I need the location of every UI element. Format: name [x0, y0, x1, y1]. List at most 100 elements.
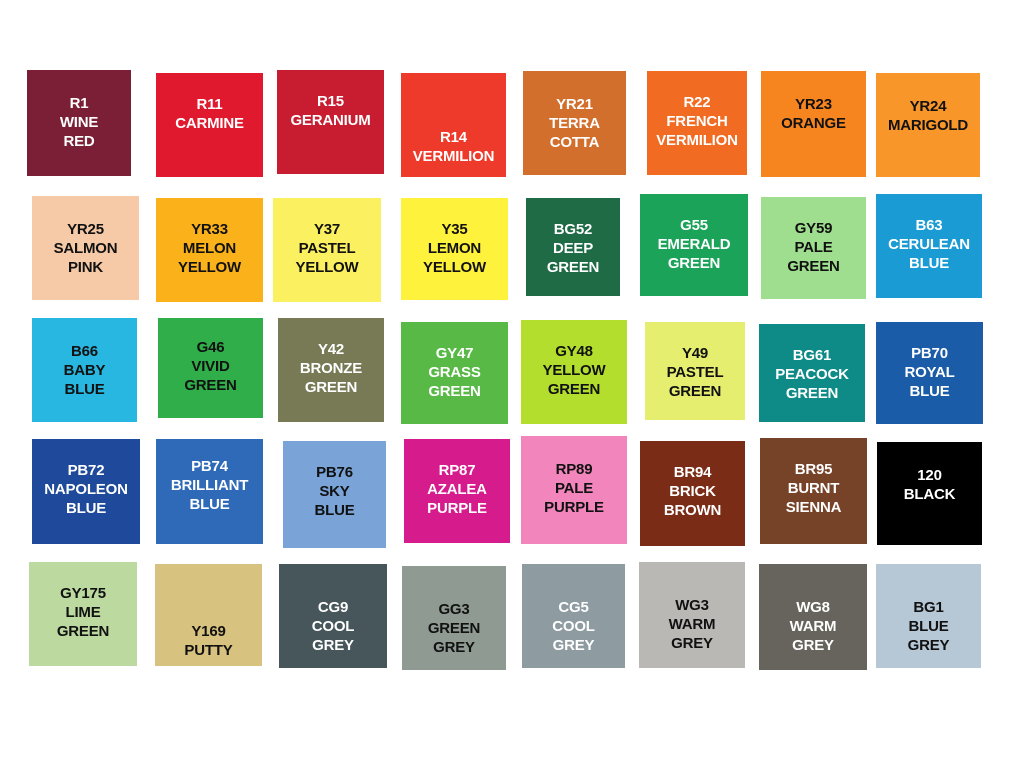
swatch-name-line: NAPOLEON	[44, 481, 128, 498]
color-swatch: GY47 GRASS GREEN	[401, 322, 508, 424]
swatch-code: YR24	[909, 98, 947, 115]
swatch-name-line: GREEN	[304, 379, 358, 396]
color-swatch: GY59 PALE GREEN	[761, 197, 866, 299]
color-swatch: Y49 PASTEL GREEN	[645, 322, 745, 420]
swatch-name-line: BLUE	[908, 618, 949, 635]
swatch-code: CG9	[317, 599, 349, 616]
swatch-name-line: BRILLIANT	[170, 477, 249, 494]
swatch-code: 120	[917, 467, 942, 484]
color-swatch: PB74 BRILLIANT BLUE	[156, 439, 263, 544]
swatch-name-line: MARIGOLD	[887, 117, 969, 134]
color-swatch: BG61 PEACOCK GREEN	[759, 324, 865, 422]
color-swatch: YR25 SALMON PINK	[32, 196, 139, 300]
swatch-name-line: WARM	[668, 616, 716, 633]
swatch-code: WG3	[675, 597, 709, 614]
swatch-name-line: WINE	[59, 114, 99, 131]
swatch-name-line: GREEN	[785, 385, 839, 402]
color-swatch: RP87 AZALEA PURPLE	[404, 439, 510, 543]
swatch-name-line: BLUE	[65, 500, 107, 517]
swatch-name-line: YELLOW	[295, 259, 359, 276]
swatch-code: GY175	[60, 585, 106, 602]
swatch-code: YR25	[67, 221, 104, 238]
swatch-name-line: COOL	[311, 618, 355, 635]
swatch-name-line: BROWN	[663, 502, 722, 519]
color-swatch: PB72 NAPOLEON BLUE	[32, 439, 140, 544]
swatch-name-line: GREEN	[667, 255, 721, 272]
color-swatch: CG9 COOL GREY	[279, 564, 387, 668]
swatch-name-line: GREEN	[546, 259, 600, 276]
color-swatch: R11 CARMINE	[156, 73, 263, 177]
color-swatch: Y35 LEMON YELLOW	[401, 198, 508, 300]
color-swatch: CG5 COOL GREY	[522, 564, 625, 668]
color-swatch: Y37 PASTEL YELLOW	[273, 198, 381, 302]
color-swatch: YR21 TERRA COTTA	[523, 71, 626, 175]
swatch-name-line: BLUE	[189, 496, 230, 513]
swatch-code: PB70	[911, 345, 948, 362]
swatch-name-line: BRONZE	[299, 360, 363, 377]
color-swatch: R14 VERMILION	[401, 73, 506, 177]
swatch-name-line: PEACOCK	[775, 366, 849, 383]
swatch-name-line: TERRA	[549, 115, 600, 132]
swatch-name-line: ROYAL	[904, 364, 955, 381]
swatch-name-line: ORANGE	[781, 115, 846, 132]
color-swatch: G55 EMERALD GREEN	[640, 194, 748, 296]
swatch-name-line: GREEN	[547, 381, 601, 398]
color-swatch: BG52 DEEP GREEN	[526, 198, 620, 296]
swatch-name-line: GREY	[907, 637, 950, 654]
swatch-name-line: PURPLE	[427, 500, 487, 517]
swatch-code: BG52	[553, 221, 593, 238]
swatch-code: R15	[317, 93, 344, 110]
swatch-name-line: GREY	[552, 637, 595, 654]
swatch-name-line: GREY	[671, 635, 713, 652]
swatch-name-line: PASTEL	[666, 364, 724, 381]
color-swatch: Y42 BRONZE GREEN	[278, 318, 384, 422]
swatch-code: GY59	[794, 220, 833, 237]
swatch-code: GG3	[438, 601, 470, 618]
swatch-code: R1	[69, 95, 89, 112]
swatch-code: PB72	[67, 462, 105, 479]
swatch-name-line: GREEN	[428, 383, 481, 400]
swatch-code: R22	[683, 94, 711, 111]
swatch-name-line: GREEN	[56, 623, 110, 640]
swatch-name-line: YELLOW	[178, 259, 241, 276]
swatch-code: Y42	[317, 341, 345, 358]
swatch-name-line: LEMON	[427, 240, 482, 257]
color-swatch: B66 BABY BLUE	[32, 318, 137, 422]
swatch-name-line: BURNT	[787, 480, 840, 497]
color-swatch: Y169 PUTTY	[155, 564, 262, 666]
color-swatch: R1 WINE RED	[27, 70, 131, 176]
color-swatch: R22 FRENCH VERMILION	[647, 71, 747, 175]
swatch-name-line: VIVID	[191, 358, 230, 375]
swatch-name-line: GREEN	[427, 620, 481, 637]
swatch-name-line: GREEN	[668, 383, 722, 400]
swatch-code: R14	[440, 129, 467, 146]
swatch-code: G55	[680, 217, 708, 234]
swatch-name-line: YELLOW	[423, 259, 486, 276]
swatch-name-line: VERMILION	[412, 148, 495, 165]
swatch-name-line: SIENNA	[785, 499, 842, 516]
swatch-name-line: BRICK	[669, 483, 716, 500]
color-swatch: GY175 LIME GREEN	[29, 562, 137, 666]
color-swatch: GY48 YELLOW GREEN	[521, 320, 627, 424]
swatch-code: PB76	[316, 464, 353, 481]
swatch-name-line: CARMINE	[175, 115, 244, 132]
swatch-code: B66	[71, 343, 98, 360]
swatch-name-line: GREEN	[787, 258, 840, 275]
color-swatch: B63 CERULEAN BLUE	[876, 194, 982, 298]
color-swatch: WG3 WARM GREY	[639, 562, 745, 668]
color-swatch: G46 VIVID GREEN	[158, 318, 263, 418]
swatch-name-line: BLUE	[909, 383, 950, 400]
swatch-name-line: BLACK	[903, 486, 956, 503]
color-swatch: BG1 BLUE GREY	[876, 564, 981, 668]
swatch-name-line: VERMILION	[656, 132, 738, 149]
swatch-name-line: PALE	[554, 480, 594, 497]
swatch-name-line: DEEP	[552, 240, 594, 257]
swatch-code: Y169	[191, 623, 226, 640]
swatch-name-line: COOL	[552, 618, 595, 635]
color-swatch: YR33 MELON YELLOW	[156, 198, 263, 302]
swatch-name-line: GRASS	[428, 364, 481, 381]
swatch-name-line: LIME	[65, 604, 101, 621]
swatch-code: G46	[196, 339, 225, 356]
swatch-name-line: MELON	[182, 240, 237, 257]
swatch-code: GY47	[435, 345, 474, 362]
